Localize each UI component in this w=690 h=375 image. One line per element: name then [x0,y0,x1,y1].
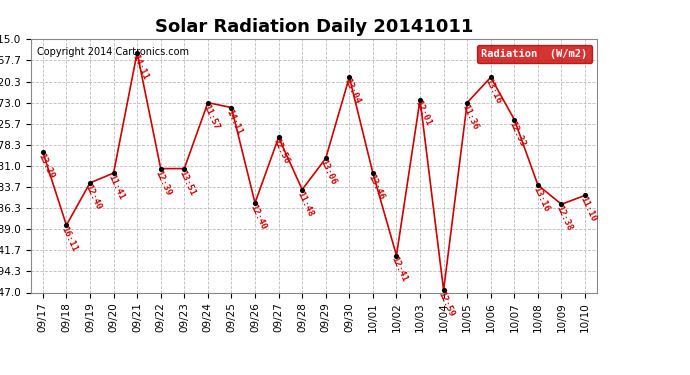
Point [509,117,520,123]
Point [533,182,544,188]
Point [320,155,331,161]
Text: 11:57: 11:57 [201,103,220,131]
Point [250,200,261,206]
Text: 13:16: 13:16 [531,185,551,213]
Text: Copyright 2014 Cartronics.com: Copyright 2014 Cartronics.com [37,47,188,57]
Point [61,222,72,228]
Text: 13:06: 13:06 [319,158,338,186]
Text: 13:51: 13:51 [177,169,197,197]
Text: 12:38: 12:38 [555,204,574,232]
Text: 12:41: 12:41 [389,255,409,284]
Point [108,170,119,176]
Point [580,192,591,198]
Title: Solar Radiation Daily 20141011: Solar Radiation Daily 20141011 [155,18,473,36]
Point [179,166,190,172]
Point [84,180,95,186]
Point [415,96,426,102]
Text: 12:56: 12:56 [272,137,291,166]
Text: 14:11: 14:11 [130,53,150,81]
Point [556,201,567,207]
Text: 13:46: 13:46 [366,173,386,201]
Point [438,287,449,293]
Text: 16:11: 16:11 [59,225,79,254]
Text: 11:36: 11:36 [460,103,480,131]
Text: 11:48: 11:48 [295,189,315,218]
Point [155,166,166,172]
Legend: Radiation  (W/m2): Radiation (W/m2) [477,45,591,63]
Point [202,100,213,106]
Text: 12:59: 12:59 [437,290,456,318]
Text: 13:04: 13:04 [342,77,362,105]
Text: 13:16: 13:16 [484,77,503,105]
Text: 13:29: 13:29 [36,152,55,180]
Point [297,186,308,192]
Point [273,134,284,140]
Text: 12:40: 12:40 [83,183,103,211]
Point [132,50,143,56]
Point [344,74,355,80]
Point [485,74,496,80]
Text: 12:40: 12:40 [248,203,268,231]
Text: 11:41: 11:41 [106,173,126,201]
Point [226,105,237,111]
Text: 14:11: 14:11 [224,108,244,136]
Point [367,170,378,176]
Text: 12:39: 12:39 [154,169,173,197]
Text: 12:01: 12:01 [413,99,433,128]
Point [462,100,473,106]
Text: 12:33: 12:33 [507,120,527,148]
Point [37,149,48,155]
Text: 11:10: 11:10 [578,195,598,223]
Point [391,252,402,258]
